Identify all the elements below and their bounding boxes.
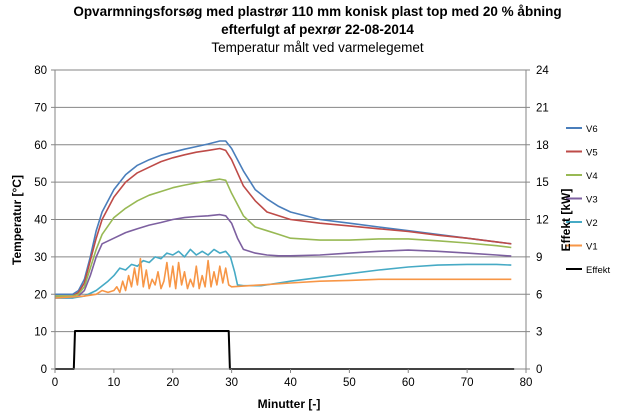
y-tick-label: 30 (34, 252, 47, 264)
y2-tick-label: 6 (536, 289, 542, 301)
chart-title-line-2: efterfulgt af pexrør 22-08-2014 (0, 22, 635, 37)
y2-tick-label: 21 (536, 102, 549, 114)
y2-tick-label: 0 (536, 364, 542, 376)
y-tick-label: 40 (34, 215, 47, 227)
y-tick-label: 60 (34, 140, 47, 152)
y2-tick-label: 9 (536, 252, 542, 264)
series-line-effekt (55, 331, 514, 369)
y-tick-label: 50 (34, 177, 47, 189)
x-tick-label: 30 (225, 377, 238, 389)
gridlines (55, 70, 526, 332)
x-tick-label: 80 (520, 377, 533, 389)
y-tick-label: 10 (34, 327, 47, 339)
x-tick-label: 20 (166, 377, 179, 389)
y-tick-label: 0 (41, 364, 47, 376)
legend-label-v1: V1 (586, 242, 598, 253)
y2-tick-label: 15 (536, 177, 549, 189)
chart-title-line-1: Opvarmningsforsøg med plastrør 110 mm ko… (0, 4, 635, 19)
legend-label-v2: V2 (586, 218, 598, 229)
y-axis-label: Temperatur [°C] (10, 175, 24, 265)
y2-tick-label: 24 (536, 65, 549, 77)
legend-label-effekt: Effekt (586, 265, 610, 276)
series-line-v5 (55, 149, 511, 297)
legend-label-v3: V3 (586, 195, 598, 206)
legend-label-v5: V5 (586, 148, 598, 159)
y-tick-label: 80 (34, 65, 47, 77)
x-tick-label: 60 (402, 377, 415, 389)
y2-tick-label: 12 (536, 215, 549, 227)
series-lines (55, 141, 514, 369)
y2-axis-label: Effekt [kW] (559, 189, 573, 252)
x-tick-label: 70 (461, 377, 474, 389)
x-tick-label: 50 (343, 377, 356, 389)
y-tick-label: 20 (34, 289, 47, 301)
x-tick-label: 0 (52, 377, 58, 389)
y-tick-label: 70 (34, 102, 47, 114)
y2-tick-label: 3 (536, 327, 542, 339)
chart-subtitle: Temperatur målt ved varmelegemet (0, 40, 635, 55)
x-axis-label: Minutter [-] (258, 397, 321, 411)
x-tick-label: 10 (107, 377, 120, 389)
y2-tick-label: 18 (536, 140, 549, 152)
legend-label-v4: V4 (586, 171, 598, 182)
legend-label-v6: V6 (586, 124, 598, 135)
x-tick-label: 40 (284, 377, 297, 389)
